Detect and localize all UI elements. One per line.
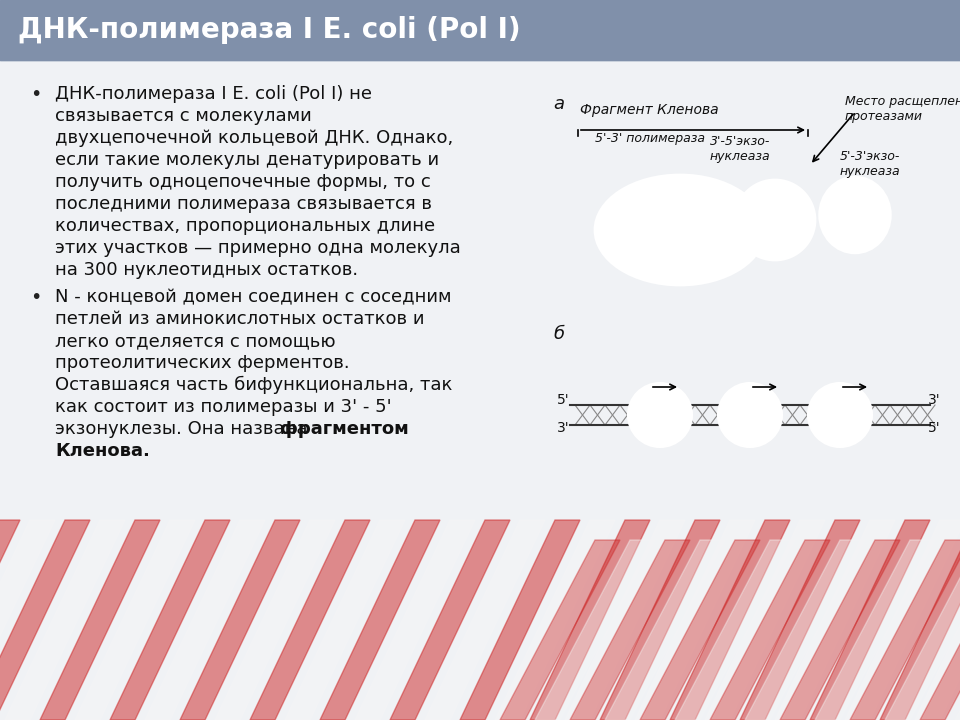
Polygon shape [705, 520, 825, 720]
Text: 3'-5'экзо-
нуклеаза: 3'-5'экзо- нуклеаза [710, 135, 771, 163]
Polygon shape [675, 540, 795, 720]
Text: •: • [30, 85, 41, 104]
Text: экзонуклезы. Она названа: экзонуклезы. Она названа [55, 420, 313, 438]
Polygon shape [810, 520, 930, 720]
Polygon shape [780, 540, 900, 720]
Text: если такие молекулы денатурировать и: если такие молекулы денатурировать и [55, 151, 439, 169]
Polygon shape [180, 520, 300, 720]
Polygon shape [75, 520, 195, 720]
Text: легко отделяется с помощью: легко отделяется с помощью [55, 332, 336, 350]
Polygon shape [915, 520, 960, 720]
Polygon shape [285, 520, 405, 720]
Polygon shape [320, 520, 440, 720]
Polygon shape [110, 520, 230, 720]
Polygon shape [850, 540, 960, 720]
Polygon shape [40, 520, 160, 720]
Polygon shape [565, 520, 685, 720]
Text: как состоит из полимеразы и 3' - 5': как состоит из полимеразы и 3' - 5' [55, 398, 392, 416]
Polygon shape [425, 520, 545, 720]
Polygon shape [250, 520, 370, 720]
Polygon shape [0, 520, 20, 720]
Polygon shape [775, 520, 895, 720]
Text: двухцепочечной кольцевой ДНК. Однако,: двухцепочечной кольцевой ДНК. Однако, [55, 129, 453, 147]
Text: Фрагмент Кленова: Фрагмент Кленова [580, 103, 719, 117]
Polygon shape [640, 540, 760, 720]
Ellipse shape [595, 175, 765, 285]
Polygon shape [740, 520, 860, 720]
Ellipse shape [735, 180, 815, 260]
Polygon shape [710, 540, 830, 720]
Polygon shape [955, 540, 960, 720]
Text: Кленова.: Кленова. [55, 442, 150, 460]
Text: ДНК-полимераза I E. coli (Pol I) не: ДНК-полимераза I E. coli (Pol I) не [55, 85, 372, 103]
Text: а: а [553, 95, 564, 113]
Polygon shape [390, 520, 510, 720]
Polygon shape [535, 540, 655, 720]
Polygon shape [570, 540, 690, 720]
Text: этих участков — примерно одна молекула: этих участков — примерно одна молекула [55, 239, 461, 257]
Text: фрагментом: фрагментом [280, 420, 409, 438]
Polygon shape [670, 520, 790, 720]
Text: на 300 нуклеотидных остатков.: на 300 нуклеотидных остатков. [55, 261, 358, 279]
Circle shape [808, 383, 872, 447]
Bar [0, 0, 960, 60]
Text: Место расщепления
протеазами: Место расщепления протеазами [845, 95, 960, 123]
Text: протеолитических ферментов.: протеолитических ферментов. [55, 354, 349, 372]
Polygon shape [355, 520, 475, 720]
Text: Оставшаяся часть бифункциональна, так: Оставшаяся часть бифункциональна, так [55, 376, 452, 395]
Polygon shape [745, 540, 865, 720]
Text: петлей из аминокислотных остатков и: петлей из аминокислотных остатков и [55, 310, 424, 328]
Polygon shape [500, 540, 620, 720]
Polygon shape [495, 520, 615, 720]
Text: получить одноцепочечные формы, то с: получить одноцепочечные формы, то с [55, 173, 431, 191]
Circle shape [628, 383, 692, 447]
Text: 5': 5' [557, 393, 569, 407]
Polygon shape [920, 540, 960, 720]
Polygon shape [605, 540, 725, 720]
Ellipse shape [820, 178, 890, 253]
Text: 5'-3'экзо-
нуклеаза: 5'-3'экзо- нуклеаза [840, 150, 900, 178]
Polygon shape [530, 520, 650, 720]
Polygon shape [145, 520, 265, 720]
Text: связывается с молекулами: связывается с молекулами [55, 107, 312, 125]
Text: 3': 3' [928, 393, 941, 407]
Polygon shape [0, 520, 55, 720]
Polygon shape [0, 520, 90, 720]
Polygon shape [460, 520, 580, 720]
Text: ДНК-полимераза I Е. coli (Pol I): ДНК-полимераза I Е. coli (Pol I) [18, 16, 520, 44]
Text: б: б [553, 325, 564, 343]
Polygon shape [600, 520, 720, 720]
Polygon shape [845, 520, 960, 720]
Text: количествах, пропорциональных длине: количествах, пропорциональных длине [55, 217, 435, 235]
Circle shape [718, 383, 782, 447]
Polygon shape [880, 520, 960, 720]
Polygon shape [885, 540, 960, 720]
Polygon shape [215, 520, 335, 720]
Text: •: • [30, 288, 41, 307]
Polygon shape [635, 520, 755, 720]
Text: последними полимераза связывается в: последними полимераза связывается в [55, 195, 432, 213]
Text: N - концевой домен соединен с соседним: N - концевой домен соединен с соседним [55, 288, 451, 306]
Polygon shape [5, 520, 125, 720]
Polygon shape [815, 540, 935, 720]
Text: 3': 3' [557, 421, 569, 435]
Text: 5': 5' [928, 421, 941, 435]
Text: 5'-3' полимераза: 5'-3' полимераза [595, 132, 705, 145]
